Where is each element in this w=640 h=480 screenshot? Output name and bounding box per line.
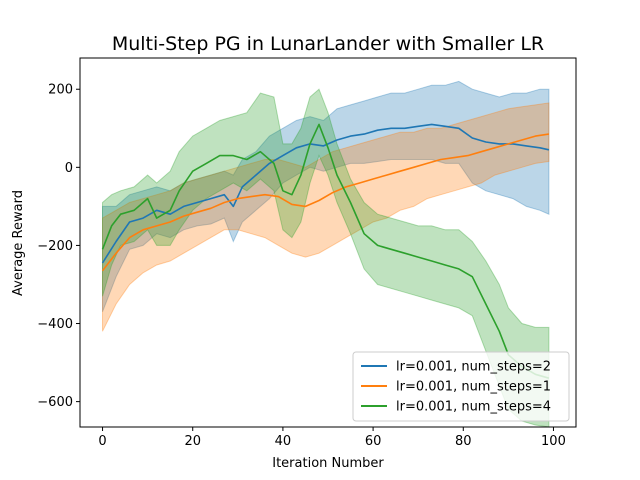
x-tick-label: 80 bbox=[455, 434, 472, 449]
legend: lr=0.001, num_steps=2 lr=0.001, num_steps… bbox=[352, 351, 570, 422]
legend-entry-3: lr=0.001, num_steps=4 bbox=[396, 400, 551, 415]
y-axis-label: Average Reward bbox=[11, 190, 26, 296]
series-lines bbox=[101, 123, 550, 379]
x-tick-label: 20 bbox=[184, 434, 201, 449]
x-axis-label: Iteration Number bbox=[272, 456, 384, 471]
legend-box bbox=[352, 351, 570, 422]
line-series-2 bbox=[101, 133, 550, 272]
y-axis-ticks: −600 −400 −200 0 200 bbox=[37, 83, 80, 410]
y-tick-label: −400 bbox=[37, 317, 73, 332]
plot-frame bbox=[79, 57, 577, 428]
x-axis-ticks: 0 20 40 60 80 100 bbox=[98, 427, 566, 449]
x-tick-label: 60 bbox=[365, 434, 382, 449]
legend-entry-1: lr=0.001, num_steps=2 bbox=[396, 360, 551, 375]
band-series-1 bbox=[102, 80, 550, 312]
legend-entry-2: lr=0.001, num_steps=1 bbox=[396, 380, 551, 395]
x-tick-label: 40 bbox=[275, 434, 292, 449]
chart-title: Multi-Step PG in LunarLander with Smalle… bbox=[112, 33, 544, 55]
y-tick-label: 200 bbox=[48, 83, 73, 98]
y-tick-label: 0 bbox=[65, 161, 73, 176]
y-tick-label: −600 bbox=[37, 395, 73, 410]
line-series-1 bbox=[101, 123, 550, 264]
line-series-3 bbox=[101, 123, 550, 379]
y-tick-label: −200 bbox=[37, 239, 73, 254]
x-tick-label: 100 bbox=[541, 434, 566, 449]
x-tick-label: 0 bbox=[98, 434, 106, 449]
